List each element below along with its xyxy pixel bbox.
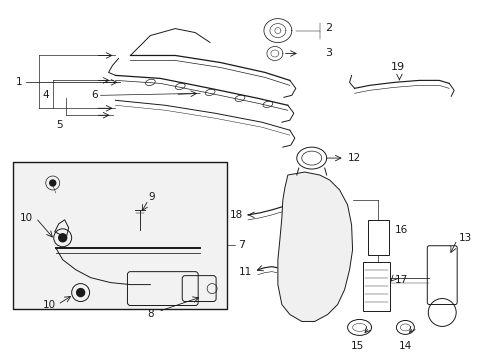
Text: 3: 3 — [324, 49, 331, 58]
Text: 18: 18 — [229, 210, 243, 220]
Text: 9: 9 — [148, 192, 155, 202]
Text: 17: 17 — [394, 275, 407, 285]
Circle shape — [77, 289, 84, 297]
Text: 1: 1 — [16, 77, 23, 87]
Text: 8: 8 — [147, 310, 153, 319]
Circle shape — [59, 234, 66, 242]
Text: 19: 19 — [389, 62, 404, 72]
Text: 15: 15 — [350, 341, 364, 351]
Bar — [367, 220, 388, 255]
Text: 12: 12 — [347, 153, 360, 163]
Circle shape — [50, 180, 56, 186]
Text: 11: 11 — [238, 267, 251, 276]
Text: 10: 10 — [20, 213, 33, 223]
Text: 2: 2 — [324, 23, 331, 33]
Bar — [362, 262, 389, 311]
Text: 7: 7 — [238, 240, 244, 250]
Text: 10: 10 — [42, 300, 56, 310]
Text: 6: 6 — [91, 90, 98, 100]
Text: 5: 5 — [56, 120, 62, 130]
Text: 13: 13 — [458, 233, 471, 243]
Text: 14: 14 — [398, 341, 411, 351]
Bar — [13, 162, 226, 310]
Text: 4: 4 — [42, 90, 49, 100]
Polygon shape — [277, 172, 352, 321]
Text: 16: 16 — [394, 225, 407, 235]
